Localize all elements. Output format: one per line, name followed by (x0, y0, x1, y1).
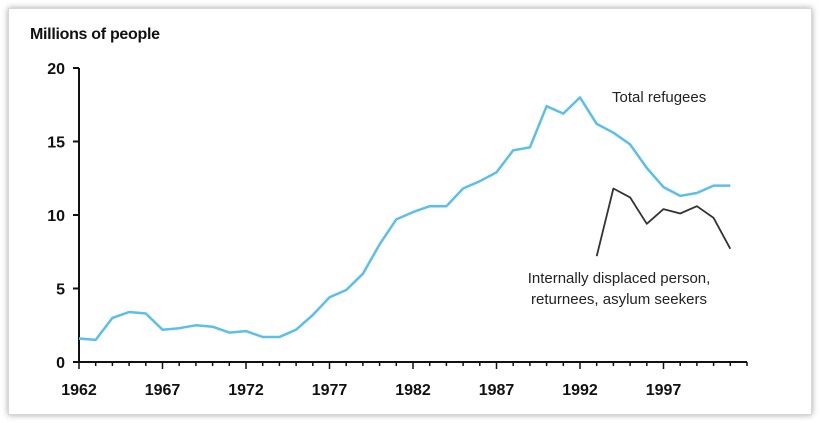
x-tick-label: 1972 (228, 382, 264, 399)
y-tick-label: 0 (56, 355, 65, 372)
chart-frame (8, 8, 812, 415)
x-tick-label: 1987 (479, 382, 515, 399)
series-line-total-refugees (78, 96, 731, 342)
y-tick-label: 10 (47, 208, 65, 225)
annotation-idp-line2: returnees, asylum seekers (531, 291, 707, 308)
x-tick-label: 1967 (145, 382, 181, 399)
axes (78, 68, 747, 363)
x-tick-label: 1992 (562, 382, 598, 399)
annotation-idp-line1: Internally displaced person, (528, 270, 711, 287)
x-ticks: 1962 1967 1972 1977 1982 1987 1992 1997 (61, 362, 748, 399)
y-tick-label: 5 (56, 282, 65, 299)
series-lines (78, 96, 732, 342)
y-tick-label: 15 (47, 135, 65, 152)
x-tick-label: 1982 (395, 382, 431, 399)
y-ticks: 0 5 10 15 20 (47, 61, 79, 372)
y-axis-title: Millions of people (30, 26, 160, 43)
x-tick-label: 1977 (312, 382, 348, 399)
y-tick-label: 20 (47, 61, 65, 78)
annotation-total-refugees: Total refugees (612, 89, 706, 106)
x-tick-label: 1962 (61, 382, 97, 399)
x-tick-label: 1997 (646, 382, 682, 399)
series-line-idp (595, 187, 732, 257)
